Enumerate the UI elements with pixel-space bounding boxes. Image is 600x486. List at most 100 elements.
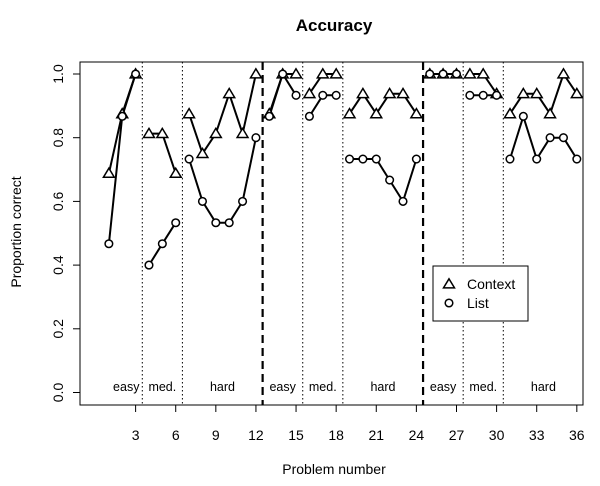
y-tick-label: 0.0 xyxy=(50,383,66,403)
data-point-list xyxy=(465,90,475,100)
segment-label: med. xyxy=(469,380,497,394)
data-point-context xyxy=(209,126,223,139)
data-point-context xyxy=(556,67,571,79)
data-point-list xyxy=(291,90,301,100)
data-point-list xyxy=(318,90,328,100)
data-point-list xyxy=(117,111,127,121)
segment-label: med. xyxy=(148,380,176,394)
segment-label: hard xyxy=(370,380,395,394)
data-point-context xyxy=(222,87,237,99)
data-point-context xyxy=(142,126,156,139)
x-tick-label: 6 xyxy=(172,427,180,443)
x-tick-label: 33 xyxy=(529,427,545,443)
data-point-list xyxy=(211,218,221,228)
data-point-list xyxy=(184,154,194,164)
data-point-list xyxy=(558,133,569,143)
data-point-list xyxy=(398,196,408,206)
data-point-context xyxy=(249,67,263,79)
data-point-context xyxy=(369,107,384,119)
data-point-context xyxy=(289,67,303,79)
legend-marker-context xyxy=(442,277,456,289)
data-point-context xyxy=(302,87,317,99)
data-point-list xyxy=(304,111,314,121)
data-point-context xyxy=(382,87,397,99)
segment-label: easy xyxy=(113,380,140,394)
data-point-list xyxy=(104,239,114,249)
data-point-list xyxy=(371,154,381,164)
data-point-context xyxy=(516,87,531,99)
x-tick-label: 12 xyxy=(248,427,264,443)
data-point-context xyxy=(503,107,517,119)
y-tick-label: 1.0 xyxy=(50,64,66,84)
data-point-list xyxy=(197,196,208,206)
data-point-context xyxy=(543,107,557,119)
legend-marker-list xyxy=(444,298,454,308)
data-point-list xyxy=(385,175,395,185)
data-point-context xyxy=(476,67,491,79)
data-point-list xyxy=(505,154,515,164)
x-tick-label: 30 xyxy=(489,427,505,443)
data-point-list xyxy=(532,154,542,164)
data-point-list xyxy=(157,239,167,249)
y-tick-label: 0.8 xyxy=(50,128,66,148)
y-axis: 0.0 0.2 0.4 0.6 0.8 1.0 xyxy=(50,64,81,403)
y-tick-label: 0.2 xyxy=(50,319,66,339)
data-point-list xyxy=(171,218,181,228)
data-point-list xyxy=(411,154,421,164)
data-point-context xyxy=(409,107,424,119)
data-point-context xyxy=(529,87,544,99)
x-axis: 3 6 9 12 15 18 21 24 27 30 33 36 xyxy=(132,404,585,443)
data-point-list xyxy=(478,90,488,100)
data-point-list xyxy=(224,218,234,228)
data-point-context xyxy=(235,126,250,139)
segment-label: med. xyxy=(309,380,337,394)
x-axis-label: Problem number xyxy=(282,461,386,477)
data-point-context xyxy=(168,166,183,179)
data-point-context xyxy=(182,107,196,119)
x-tick-label: 21 xyxy=(368,427,384,443)
data-point-context xyxy=(315,67,330,79)
legend-box xyxy=(432,265,529,322)
data-point-context xyxy=(570,87,584,99)
data-point-list xyxy=(344,154,355,164)
series-line-context xyxy=(188,73,257,155)
series-line-list xyxy=(188,137,257,224)
data-point-context xyxy=(356,87,370,99)
data-point-list xyxy=(144,260,154,270)
x-tick-label: 15 xyxy=(288,427,304,443)
segment-labels: easy med. hard easy med. hard easy med. hard xyxy=(113,380,556,394)
data-point-list xyxy=(545,133,555,143)
data-point-list xyxy=(264,111,274,121)
segment-label: hard xyxy=(210,380,235,394)
legend-label-list: List xyxy=(467,295,489,311)
data-point-list xyxy=(451,69,462,79)
data-point-context xyxy=(342,107,357,119)
data-point-context xyxy=(155,126,170,139)
y-tick-label: 0.6 xyxy=(50,191,66,211)
data-point-context xyxy=(463,67,477,79)
data-point-list xyxy=(278,69,288,79)
data-point-list xyxy=(238,196,248,206)
x-tick-label: 27 xyxy=(449,427,465,443)
segment-label: easy xyxy=(430,380,457,394)
y-tick-label: 0.4 xyxy=(50,255,66,275)
segment-label: easy xyxy=(269,380,296,394)
segment-label: hard xyxy=(531,380,556,394)
series-markers xyxy=(102,67,584,270)
data-point-list xyxy=(518,111,528,121)
data-point-context xyxy=(195,146,210,159)
data-point-list xyxy=(492,90,502,100)
x-tick-label: 24 xyxy=(409,427,425,443)
series-line-list xyxy=(349,158,418,203)
x-tick-label: 3 xyxy=(132,427,140,443)
data-point-list xyxy=(131,69,141,79)
chart-title: Accuracy xyxy=(296,16,373,35)
x-tick-label: 36 xyxy=(569,427,585,443)
data-point-list xyxy=(425,69,435,79)
data-point-list xyxy=(358,154,368,164)
data-point-list xyxy=(572,154,582,164)
block-separators xyxy=(141,62,504,405)
data-point-context xyxy=(329,67,343,79)
data-point-context xyxy=(102,166,116,179)
